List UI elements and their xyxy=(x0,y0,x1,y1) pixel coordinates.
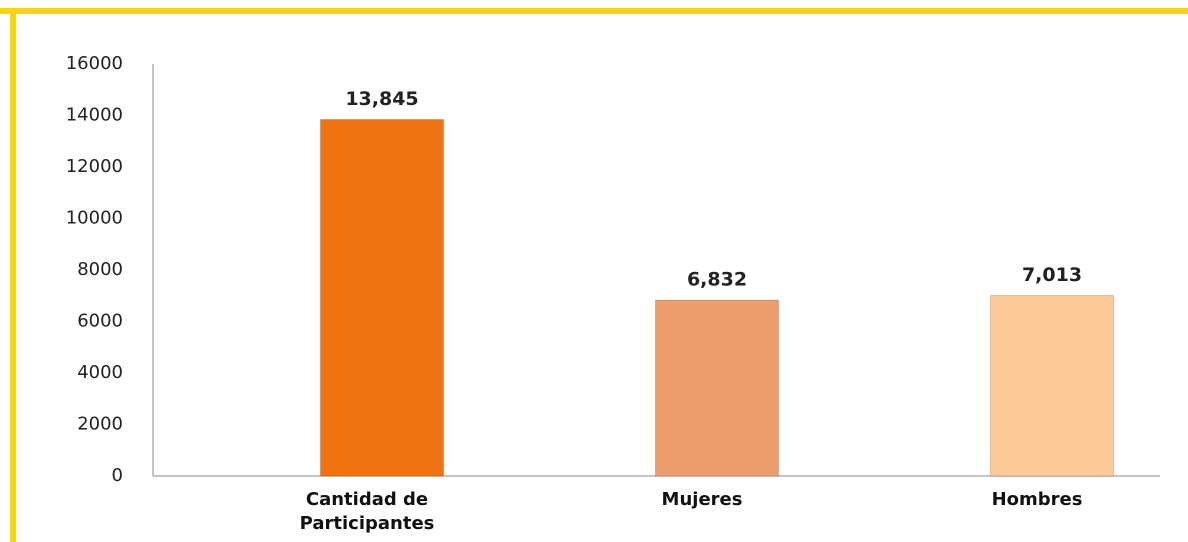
bar xyxy=(990,294,1114,477)
y-tick-label: 16000 xyxy=(66,53,123,74)
bar xyxy=(655,299,779,477)
y-tick-label: 2000 xyxy=(77,414,123,435)
value-label: 6,832 xyxy=(687,269,747,291)
value-label: 7,013 xyxy=(1022,264,1082,286)
x-tick-label: Mujeres xyxy=(661,489,743,510)
x-tick-label: Hombres xyxy=(991,489,1083,510)
y-tick-label: 12000 xyxy=(66,156,123,177)
y-tick-label: 14000 xyxy=(66,105,123,126)
y-tick-label: 10000 xyxy=(66,208,123,229)
frame-top xyxy=(0,8,1188,14)
value-label: 13,845 xyxy=(345,88,418,110)
y-tick-label: 0 xyxy=(112,465,123,486)
y-tick-label: 8000 xyxy=(77,259,123,280)
frame-left xyxy=(10,8,16,542)
x-tick-label: Cantidad de Participantes xyxy=(299,489,435,534)
bar xyxy=(320,118,444,477)
y-tick-label: 4000 xyxy=(77,362,123,383)
y-tick-label: 6000 xyxy=(77,311,123,332)
